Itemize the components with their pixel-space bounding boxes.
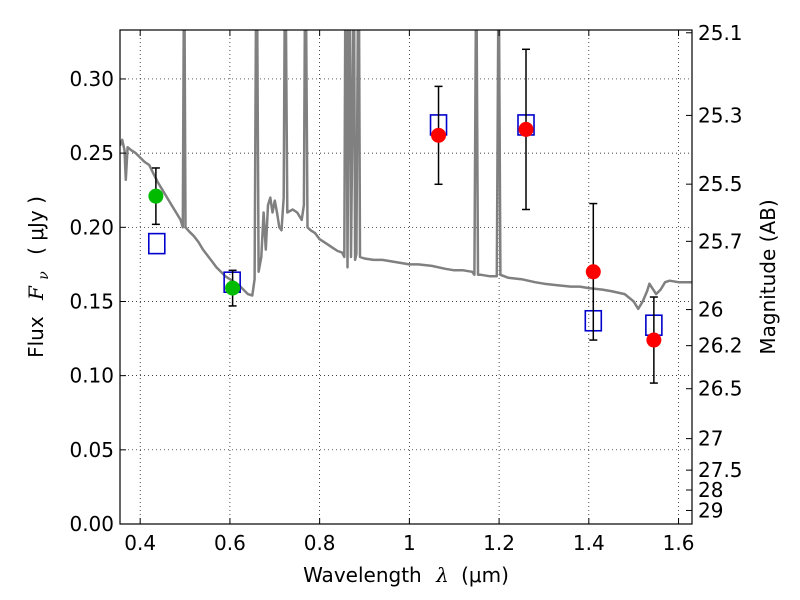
y-tick-label: 0.15 [69, 289, 114, 313]
y-tick-label: 0.05 [69, 438, 114, 462]
mag-tick-label: 26 [698, 298, 723, 322]
mag-tick-label: 26.5 [698, 377, 743, 401]
axis-ticks: 0.4 0.6 0.8 1 1.2 1.4 1.6 0.00 0.05 0.10 0.15 0.20 0… [69, 21, 742, 555]
y-tick-label: 0.25 [69, 141, 114, 165]
mag-tick-label: 26.2 [698, 334, 743, 358]
x-axis-label: Wavelength λ (μm) [303, 563, 509, 587]
y-axis-label: Flux F ν ( μJy ) [24, 196, 53, 358]
x-axis-label-unit: (μm) [461, 563, 509, 587]
y-axis-label-unit: ( μJy ) [24, 196, 48, 255]
x-tick-label: 1.2 [483, 531, 515, 555]
optical-point-marker [225, 280, 241, 296]
y-tick-label: 0.20 [69, 215, 114, 239]
optical-point-marker [148, 188, 164, 204]
magnitude-axis-label: Magnitude (AB) [756, 199, 780, 354]
x-tick-label: 0.6 [214, 531, 246, 555]
ir-point-marker [585, 264, 601, 280]
mag-tick-label: 25.1 [698, 21, 743, 45]
ir-point-marker [518, 121, 534, 137]
mag-tick-label: 25.5 [698, 172, 743, 196]
x-axis-label-text: Wavelength [303, 563, 422, 587]
spectrum-path [120, 30, 692, 311]
data-points [147, 48, 663, 384]
plot-frame [119, 29, 693, 525]
y-tick-label: 0.10 [69, 364, 114, 388]
grid [120, 30, 692, 525]
x-tick-label: 0.8 [304, 531, 336, 555]
mag-tick-label: 27 [698, 427, 723, 451]
y-tick-label: 0.00 [69, 512, 114, 536]
y-tick-label: 0.30 [69, 67, 114, 91]
mag-tick-label: 25.3 [698, 103, 743, 127]
model-box [147, 232, 166, 255]
ir-point-marker [431, 127, 447, 143]
x-axis-label-symbol: λ [435, 563, 449, 587]
y-axis-label-text: Flux [24, 316, 48, 358]
ir-point-marker [646, 332, 662, 348]
x-tick-label: 1 [403, 531, 416, 555]
mag-tick-label: 25.7 [698, 229, 743, 253]
mag-tick-label: 27.5 [698, 458, 743, 482]
x-tick-label: 1.6 [663, 531, 695, 555]
y-axis-label-symbol: F [24, 285, 48, 301]
mag-tick-label: 28 [698, 478, 723, 502]
x-tick-label: 0.4 [124, 531, 156, 555]
spectrum-line [120, 30, 692, 311]
y-axis-label-subscript: ν [36, 271, 52, 280]
mag-tick-label: 29 [698, 498, 723, 522]
x-tick-label: 1.4 [573, 531, 605, 555]
